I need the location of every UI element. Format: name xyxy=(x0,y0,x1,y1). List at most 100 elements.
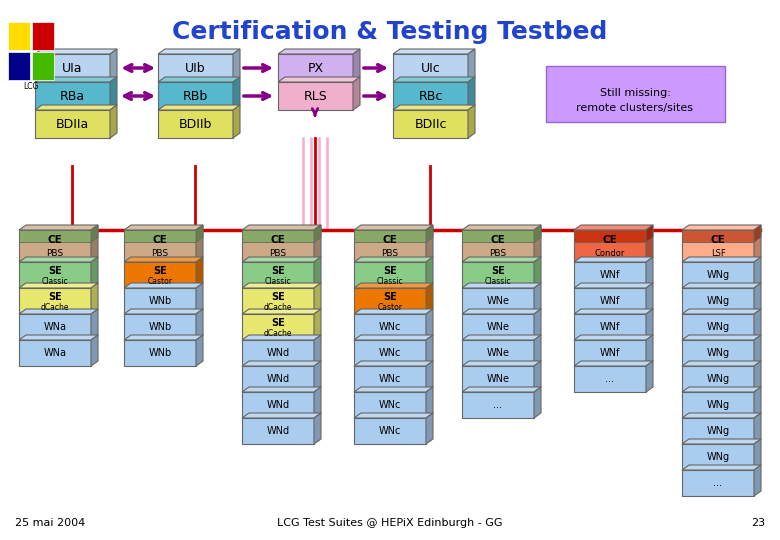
Text: WNf: WNf xyxy=(600,322,620,332)
Text: Condor: Condor xyxy=(595,248,626,258)
Polygon shape xyxy=(91,283,98,314)
Text: WNf: WNf xyxy=(600,296,620,306)
Polygon shape xyxy=(426,225,433,242)
Text: WNf: WNf xyxy=(600,270,620,280)
Text: PBS: PBS xyxy=(151,248,168,258)
FancyBboxPatch shape xyxy=(574,288,646,314)
FancyBboxPatch shape xyxy=(124,340,196,366)
Text: remote clusters/sites: remote clusters/sites xyxy=(576,103,693,113)
Bar xyxy=(8,22,30,50)
Text: WNa: WNa xyxy=(44,322,66,332)
Text: dCache: dCache xyxy=(41,303,69,312)
Polygon shape xyxy=(534,225,541,242)
Text: WNb: WNb xyxy=(148,296,172,306)
Polygon shape xyxy=(19,257,98,262)
Text: WNg: WNg xyxy=(707,322,729,332)
Text: BDIIc: BDIIc xyxy=(414,118,447,131)
Text: CE: CE xyxy=(383,235,397,245)
FancyBboxPatch shape xyxy=(19,288,91,314)
FancyBboxPatch shape xyxy=(574,262,646,288)
FancyBboxPatch shape xyxy=(19,230,91,262)
Text: SE: SE xyxy=(271,266,285,276)
Polygon shape xyxy=(468,77,475,110)
Polygon shape xyxy=(574,257,653,262)
Text: CE: CE xyxy=(153,235,168,245)
Bar xyxy=(242,230,314,242)
Text: WNc: WNc xyxy=(379,322,401,332)
Polygon shape xyxy=(393,49,475,54)
Polygon shape xyxy=(354,283,433,288)
Text: ...: ... xyxy=(605,374,615,384)
Text: WNd: WNd xyxy=(267,400,289,410)
Polygon shape xyxy=(426,257,433,288)
Text: SE: SE xyxy=(153,266,167,276)
Text: WNc: WNc xyxy=(379,348,401,358)
Polygon shape xyxy=(754,439,761,470)
Polygon shape xyxy=(91,257,98,288)
Polygon shape xyxy=(534,283,541,314)
Polygon shape xyxy=(426,309,433,340)
Polygon shape xyxy=(196,225,203,262)
Polygon shape xyxy=(462,335,541,340)
Text: WNg: WNg xyxy=(707,452,729,462)
Bar xyxy=(462,230,534,242)
FancyBboxPatch shape xyxy=(158,82,233,110)
FancyBboxPatch shape xyxy=(682,262,754,288)
Polygon shape xyxy=(646,283,653,314)
Text: WNg: WNg xyxy=(707,400,729,410)
Polygon shape xyxy=(158,49,240,54)
Polygon shape xyxy=(124,309,203,314)
Text: RBc: RBc xyxy=(418,90,443,103)
Text: LCG Test Suites @ HEPiX Edinburgh - GG: LCG Test Suites @ HEPiX Edinburgh - GG xyxy=(277,518,503,528)
Polygon shape xyxy=(110,49,117,82)
Polygon shape xyxy=(124,257,203,262)
FancyBboxPatch shape xyxy=(124,314,196,340)
Polygon shape xyxy=(158,77,240,82)
FancyBboxPatch shape xyxy=(393,110,468,138)
Text: WNe: WNe xyxy=(487,374,509,384)
Text: WNc: WNc xyxy=(379,426,401,436)
Polygon shape xyxy=(468,49,475,82)
Polygon shape xyxy=(682,413,761,418)
Polygon shape xyxy=(646,361,653,392)
FancyBboxPatch shape xyxy=(354,392,426,418)
Polygon shape xyxy=(534,387,541,418)
Text: PBS: PBS xyxy=(489,248,506,258)
Bar xyxy=(124,230,196,242)
Polygon shape xyxy=(646,335,653,366)
Text: WNg: WNg xyxy=(707,270,729,280)
FancyBboxPatch shape xyxy=(462,314,534,340)
Text: PBS: PBS xyxy=(47,248,63,258)
Text: SE: SE xyxy=(271,318,285,328)
Polygon shape xyxy=(124,225,203,230)
Polygon shape xyxy=(393,77,475,82)
Text: WNg: WNg xyxy=(707,296,729,306)
Polygon shape xyxy=(354,225,433,230)
Polygon shape xyxy=(682,361,761,366)
Polygon shape xyxy=(124,335,203,340)
FancyBboxPatch shape xyxy=(19,340,91,366)
Polygon shape xyxy=(242,387,321,392)
FancyBboxPatch shape xyxy=(354,418,426,444)
Polygon shape xyxy=(19,309,98,314)
Polygon shape xyxy=(754,225,761,242)
FancyBboxPatch shape xyxy=(354,288,426,314)
Text: Still missing:: Still missing: xyxy=(600,88,671,98)
Text: PBS: PBS xyxy=(269,248,286,258)
Polygon shape xyxy=(646,309,653,340)
Polygon shape xyxy=(314,413,321,444)
FancyBboxPatch shape xyxy=(35,82,110,110)
Polygon shape xyxy=(534,257,541,288)
Text: RLS: RLS xyxy=(303,90,328,103)
Polygon shape xyxy=(682,225,761,230)
Text: SE: SE xyxy=(48,266,62,276)
Polygon shape xyxy=(354,335,433,340)
Polygon shape xyxy=(574,309,653,314)
Polygon shape xyxy=(646,225,653,242)
Text: WNe: WNe xyxy=(487,322,509,332)
Text: dCache: dCache xyxy=(264,329,292,338)
Polygon shape xyxy=(196,283,203,314)
FancyBboxPatch shape xyxy=(462,366,534,392)
FancyBboxPatch shape xyxy=(462,288,534,314)
Polygon shape xyxy=(242,361,321,366)
